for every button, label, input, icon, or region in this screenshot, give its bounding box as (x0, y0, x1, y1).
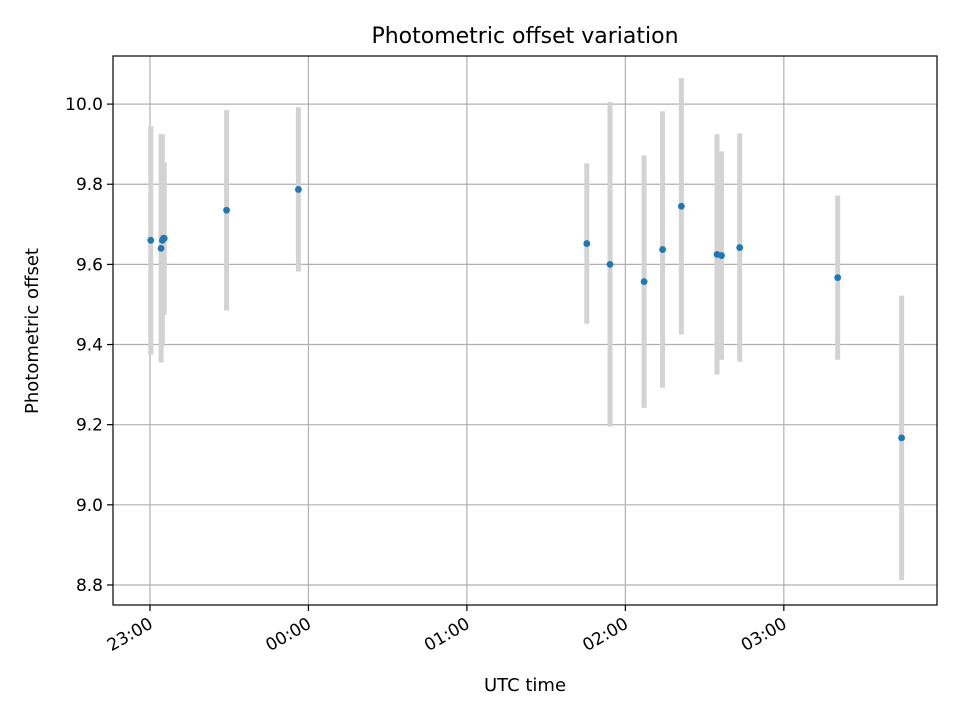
y-tick-label: 9.4 (76, 336, 103, 356)
x-axis-label: UTC time (484, 675, 566, 696)
y-tick-label: 10.0 (65, 95, 103, 115)
y-tick-label: 8.8 (76, 576, 103, 596)
data-point (157, 244, 165, 252)
data-point (677, 202, 685, 210)
y-axis-label: Photometric offset (22, 248, 43, 414)
x-tick-label: 02:00 (579, 614, 631, 656)
data-point (640, 278, 648, 286)
grid-lines (113, 56, 937, 605)
chart-title: Photometric offset variation (371, 24, 678, 49)
x-tick-label: 23:00 (104, 614, 156, 656)
data-point (583, 240, 591, 247)
data-point (160, 234, 168, 242)
data-point (736, 244, 744, 251)
y-tick-label: 9.8 (76, 175, 103, 195)
x-tick-label: 01:00 (421, 614, 473, 656)
y-tick-label: 9.6 (76, 255, 103, 275)
data-point (295, 186, 302, 193)
data-point (834, 274, 842, 282)
y-axis-ticks: 8.8 9.0 9.2 9.4 9.6 9.8 10.0 (65, 95, 113, 596)
x-axis-ticks: 23:00 00:00 01:00 02:00 03:00 (104, 605, 790, 656)
data-point (223, 206, 230, 214)
y-tick-label: 9.2 (76, 416, 103, 436)
x-tick-label: 00:00 (263, 614, 315, 656)
plot-frame (112, 55, 938, 606)
data-points (147, 186, 906, 442)
y-tick-label: 9.0 (76, 496, 103, 516)
data-point (718, 252, 725, 259)
data-point (606, 260, 614, 268)
data-point (659, 246, 666, 253)
data-point (898, 434, 906, 442)
data-point (147, 236, 155, 244)
x-tick-label: 03:00 (738, 614, 790, 656)
